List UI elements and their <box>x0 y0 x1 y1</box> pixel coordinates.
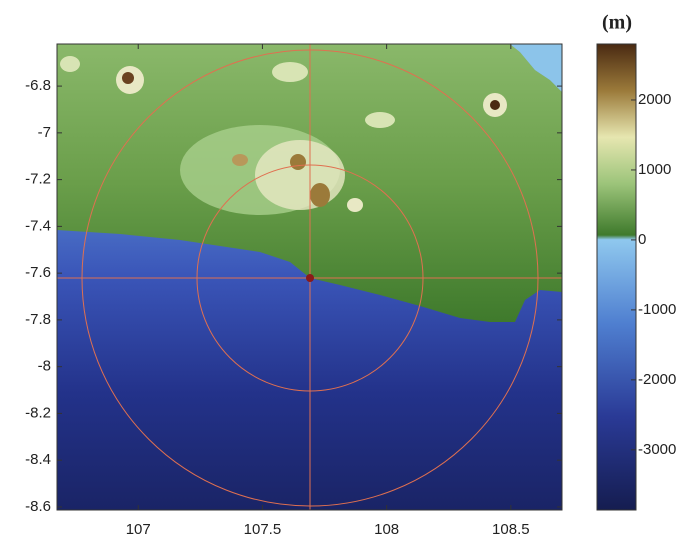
y-tick-label: -7.6 <box>25 264 51 281</box>
colorbar-tick-label: -2000 <box>638 371 676 388</box>
y-tick-label: -8.6 <box>25 498 51 515</box>
colorbar-tick-label: 2000 <box>638 91 671 108</box>
x-tick-label: 107 <box>126 521 151 538</box>
colorbar-tick-label: 0 <box>638 231 646 248</box>
colorbar <box>597 44 636 510</box>
y-tick-label: -8.2 <box>25 404 51 421</box>
y-tick-label: -6.8 <box>25 77 51 94</box>
x-tick-label: 107.5 <box>244 521 282 538</box>
colorbar-tick-label: -3000 <box>638 441 676 458</box>
center-point <box>306 274 314 282</box>
y-tick-label: -7 <box>38 124 51 141</box>
y-tick-label: -8 <box>38 358 51 375</box>
y-tick-label: -7.8 <box>25 311 51 328</box>
y-tick-label: -8.4 <box>25 451 51 468</box>
colorbar-tick-label: 1000 <box>638 161 671 178</box>
x-tick-label: 108.5 <box>492 521 530 538</box>
x-tick-label: 108 <box>374 521 399 538</box>
y-tick-label: -7.2 <box>25 171 51 188</box>
figure: (m) 107 107.5 108 108.5 -6.8 -7 -7.2 -7.4 -7.6 -7… <box>0 0 688 542</box>
colorbar-label: (m) <box>602 12 632 34</box>
colorbar-tick-label: -1000 <box>638 301 676 318</box>
y-tick-label: -7.4 <box>25 217 51 234</box>
